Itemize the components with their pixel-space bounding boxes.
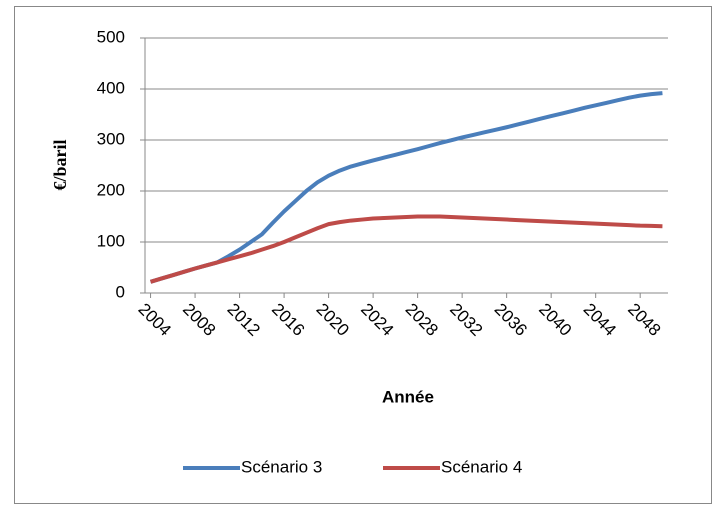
x-tick-label: 2004 bbox=[135, 300, 175, 340]
y-tick-label: 400 bbox=[97, 78, 125, 97]
chart-border bbox=[14, 6, 712, 504]
x-tick-label: 2040 bbox=[535, 300, 575, 340]
x-tick-label: 2008 bbox=[179, 300, 219, 340]
y-tick-label: 200 bbox=[97, 180, 125, 199]
x-tick-label: 2028 bbox=[402, 300, 442, 340]
y-tick-label: 300 bbox=[97, 129, 125, 148]
x-tick-label: 2020 bbox=[313, 300, 353, 340]
x-tick-label: 2044 bbox=[580, 300, 620, 340]
x-tick-label: 2036 bbox=[491, 300, 531, 340]
y-tick-label: 100 bbox=[97, 231, 125, 250]
x-tick-label: 2032 bbox=[446, 300, 486, 340]
x-tick-label: 2048 bbox=[624, 300, 664, 340]
x-axis-label: Année bbox=[382, 387, 434, 406]
series-line bbox=[149, 91, 663, 284]
y-tick-label: 0 bbox=[116, 282, 125, 301]
series-line bbox=[149, 214, 663, 284]
y-tick-label: 500 bbox=[97, 27, 125, 46]
legend-label: Scénario 3 bbox=[241, 457, 322, 476]
legend-label: Scénario 4 bbox=[441, 457, 522, 476]
x-tick-label: 2024 bbox=[357, 300, 397, 340]
y-axis-label: €/baril bbox=[50, 139, 70, 190]
x-tick-label: 2016 bbox=[268, 300, 308, 340]
x-tick-label: 2012 bbox=[224, 300, 264, 340]
